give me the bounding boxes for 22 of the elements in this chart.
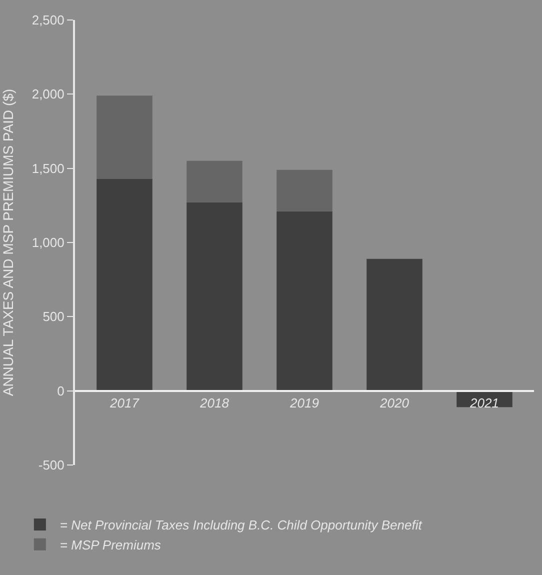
y-axis-title: ANNUAL TAXES AND MSP PREMIUMS PAID ($): [0, 88, 16, 396]
y-tick-label: 1,500: [32, 160, 64, 176]
bar: [276, 170, 332, 212]
x-tick-label: 2018: [199, 395, 230, 410]
x-tick-label: 2021: [469, 395, 499, 410]
x-tick-label: 2020: [379, 395, 410, 410]
y-tick-label: 1,000: [32, 235, 64, 250]
bar: [96, 178, 152, 391]
bar: [186, 202, 242, 391]
y-tick-label: 2,500: [32, 12, 64, 28]
bar: [276, 211, 332, 391]
legend-label: = MSP Premiums: [60, 537, 162, 552]
y-tick-label: 500: [42, 309, 64, 324]
x-tick-label: 2019: [289, 395, 319, 410]
bar: [366, 258, 422, 391]
y-tick-label: 0: [57, 383, 64, 398]
y-tick-label: 2,000: [32, 86, 64, 102]
y-tick-label: -500: [38, 458, 64, 473]
legend-label: = Net Provincial Taxes Including B.C. Child Opportunity Benefit: [60, 518, 424, 533]
bar: [186, 160, 242, 202]
x-tick-label: 2017: [109, 395, 140, 410]
bar: [96, 96, 152, 179]
